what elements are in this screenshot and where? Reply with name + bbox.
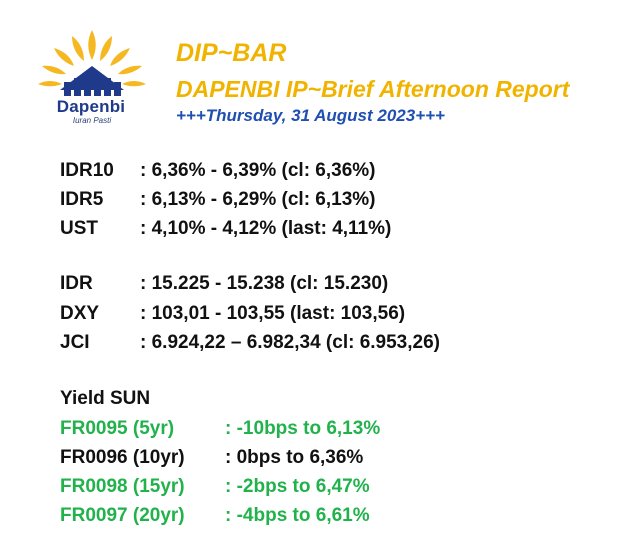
market-row-idr: IDR : 15.225 - 15.238 (cl: 15.230) [60, 273, 388, 295]
market-row-dxy: DXY : 103,01 - 103,55 (last: 103,56) [60, 303, 405, 325]
yield-label: IDR10 [60, 160, 114, 181]
sun-value: : 0bps to 6,36% [225, 447, 364, 468]
sun-label: FR0095 (5yr) [60, 418, 175, 439]
market-value: : 15.225 - 15.238 (cl: 15.230) [140, 273, 389, 294]
report-date: +++Thursday, 31 August 2023+++ [176, 106, 445, 125]
sun-value: : -4bps to 6,61% [225, 505, 370, 526]
yield-label: UST [60, 218, 98, 239]
sun-row-fr0096: FR0096 (10yr) : 0bps to 6,36% [60, 447, 363, 469]
sun-label: FR0098 (15yr) [60, 476, 185, 497]
market-label: IDR [60, 273, 93, 294]
yield-row-idr5: IDR5 : 6,13% - 6,29% (cl: 6,13%) [60, 189, 376, 211]
sun-label: FR0097 (20yr) [60, 505, 185, 526]
yield-row-ust: UST : 4,10% - 4,12% (last: 4,11%) [60, 218, 391, 240]
logo-name: Dapenbi [56, 97, 126, 116]
sun-value: : -10bps to 6,13% [225, 418, 381, 439]
report-title: DIP~BAR [176, 39, 287, 67]
report-subtitle: DAPENBI IP~Brief Afternoon Report [176, 76, 570, 102]
sun-row-fr0097: FR0097 (20yr) : -4bps to 6,61% [60, 505, 370, 527]
sun-row-fr0098: FR0098 (15yr) : -2bps to 6,47% [60, 476, 370, 498]
market-value: : 103,01 - 103,55 (last: 103,56) [140, 303, 406, 324]
sun-label: FR0096 (10yr) [60, 447, 185, 468]
market-value: : 6.924,22 – 6.982,34 (cl: 6.953,26) [140, 332, 440, 353]
sun-value: : -2bps to 6,47% [225, 476, 370, 497]
yield-row-idr10: IDR10 : 6,36% - 6,39% (cl: 6,36%) [60, 160, 376, 182]
dapenbi-logo-icon [38, 30, 146, 96]
yield-label: IDR5 [60, 189, 104, 210]
market-label: JCI [60, 332, 90, 353]
yield-value: : 4,10% - 4,12% (last: 4,11%) [140, 218, 392, 239]
yield-sun-title: Yield SUN [60, 388, 151, 409]
market-label: DXY [60, 303, 100, 324]
sun-row-fr0095: FR0095 (5yr) : -10bps to 6,13% [60, 418, 380, 440]
market-row-jci: JCI : 6.924,22 – 6.982,34 (cl: 6.953,26) [60, 332, 440, 354]
yield-value: : 6,36% - 6,39% (cl: 6,36%) [140, 160, 376, 181]
logo-tagline: Iuran Pasti [72, 116, 112, 125]
yield-value: : 6,13% - 6,29% (cl: 6,13%) [140, 189, 376, 210]
